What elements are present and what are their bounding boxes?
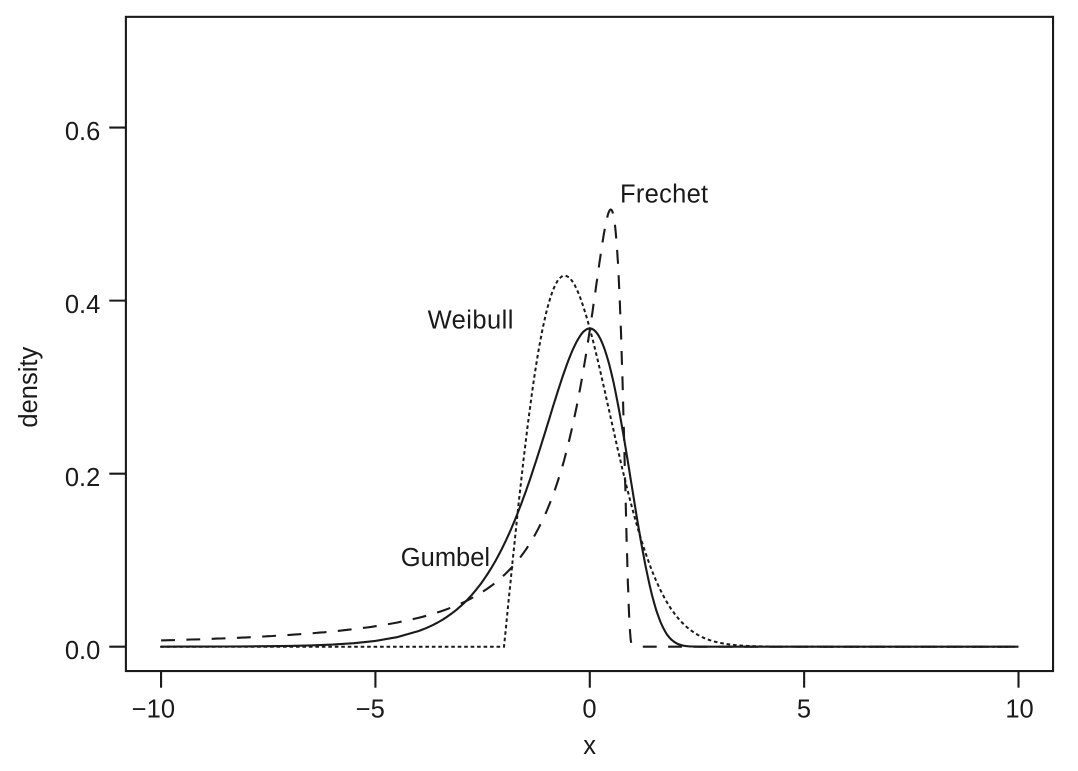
svg-text:Weibull: Weibull: [428, 307, 514, 335]
svg-text:0.6: 0.6: [65, 118, 100, 146]
svg-text:density: density: [15, 347, 43, 428]
svg-text:0.4: 0.4: [65, 291, 100, 319]
svg-text:5: 5: [797, 696, 811, 724]
svg-text:x: x: [583, 732, 596, 760]
svg-text:0: 0: [582, 696, 596, 724]
svg-text:0.2: 0.2: [65, 464, 100, 492]
svg-text:Gumbel: Gumbel: [401, 544, 490, 572]
svg-text:0.0: 0.0: [65, 637, 100, 665]
svg-text:−10: −10: [132, 696, 175, 724]
svg-text:−5: −5: [356, 696, 385, 724]
svg-text:Frechet: Frechet: [620, 181, 708, 209]
svg-text:10: 10: [1005, 696, 1033, 724]
